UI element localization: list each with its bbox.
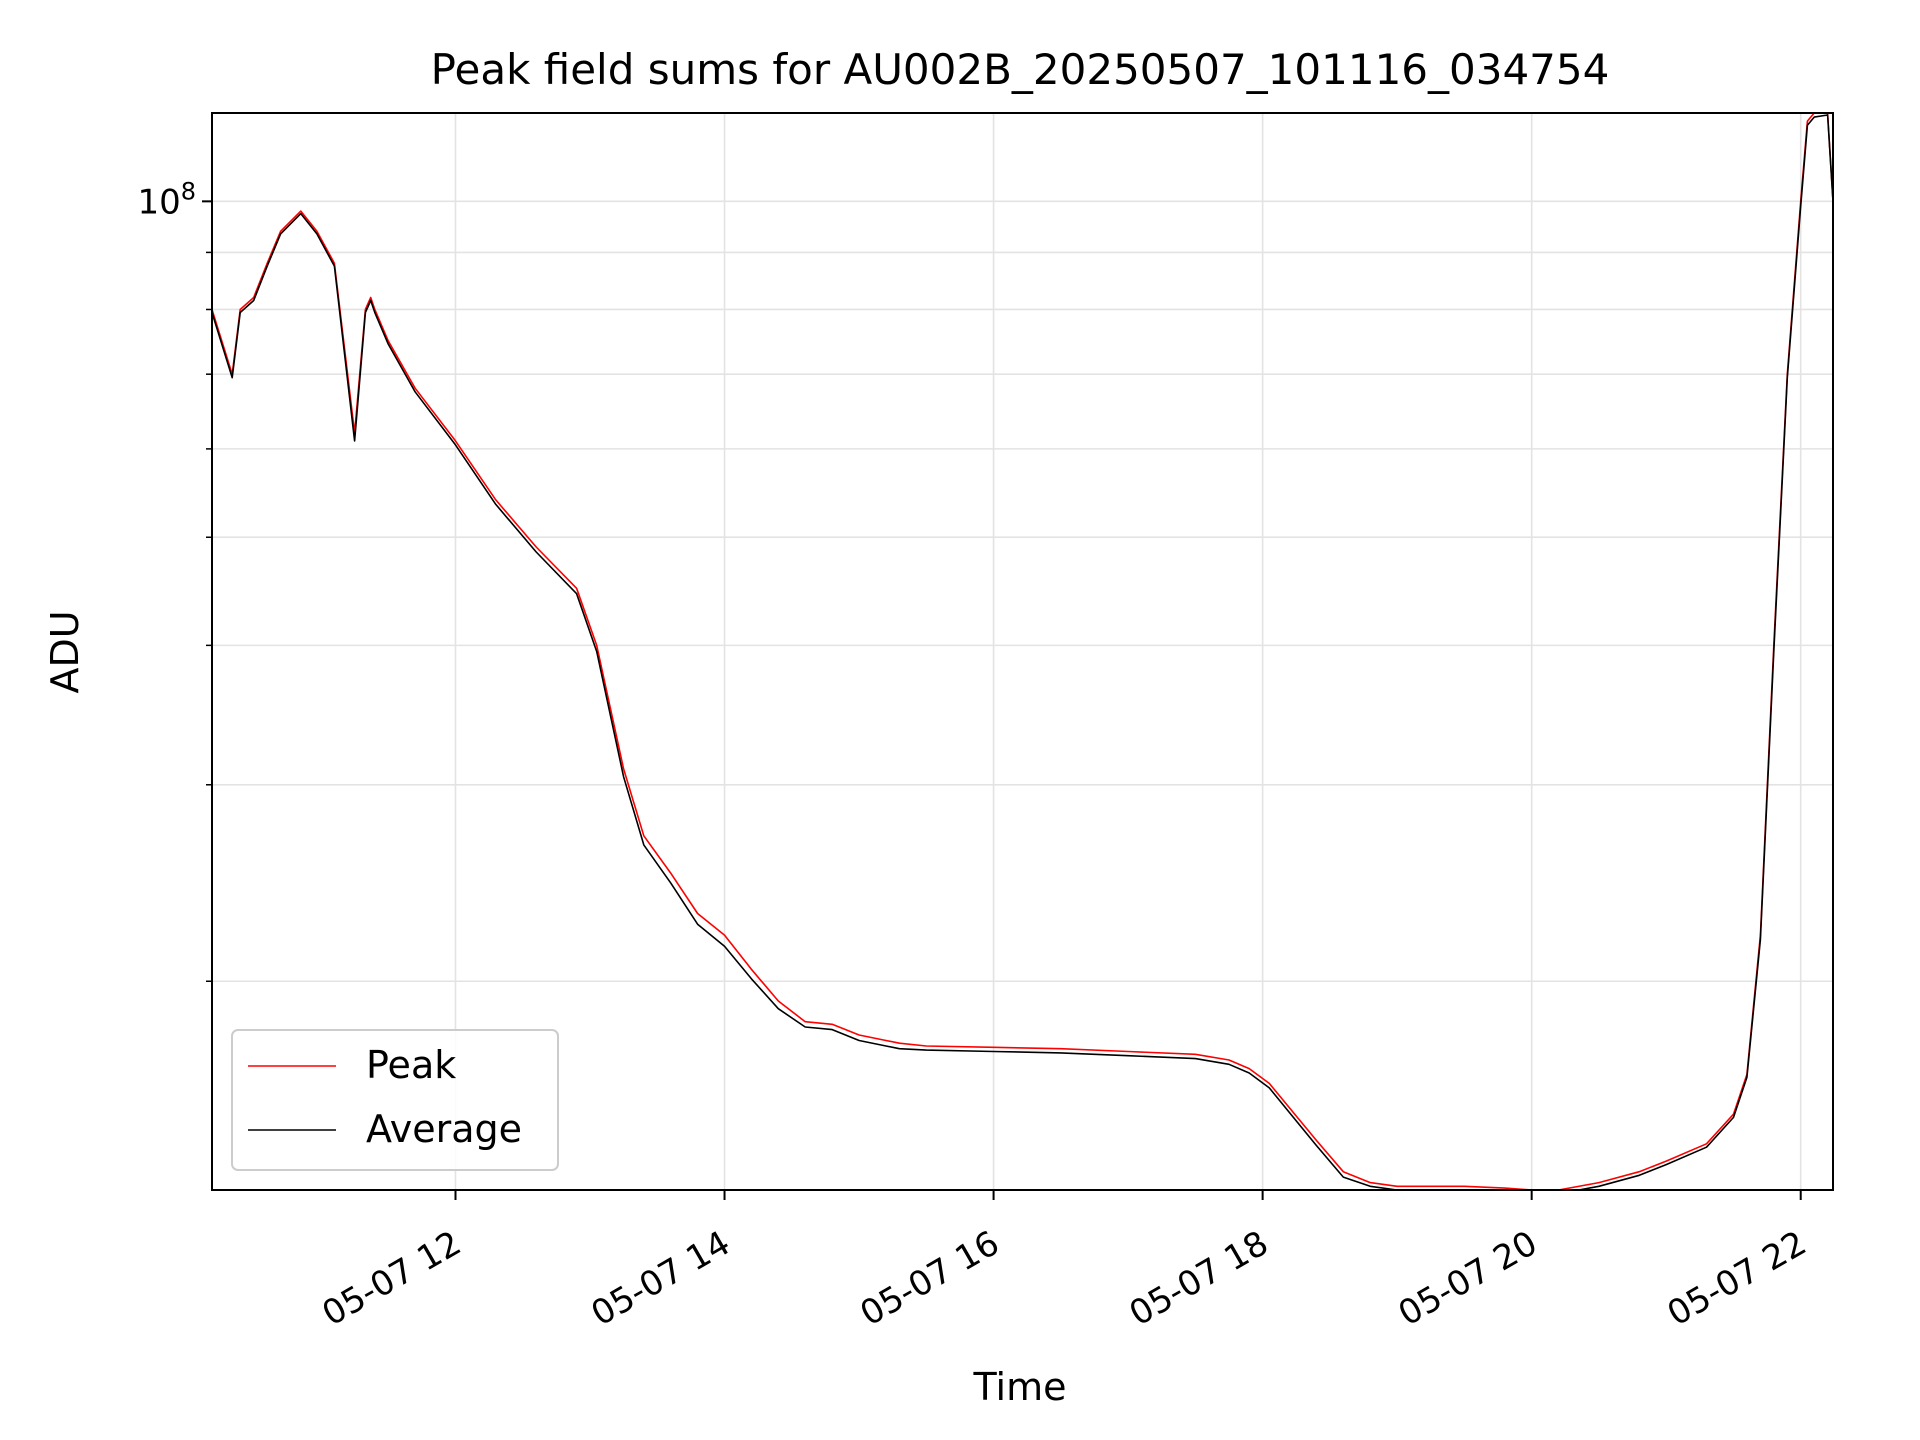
x-axis-label: Time bbox=[973, 1365, 1067, 1409]
legend: Peak Average bbox=[231, 1029, 559, 1171]
x-axis-ticks: 05-07 12 05-07 14 05-07 16 05-07 18 05-07 20… bbox=[316, 1190, 1813, 1334]
x-tick-label: 05-07 16 bbox=[854, 1223, 1006, 1334]
legend-box bbox=[231, 1029, 559, 1171]
x-tick-label: 05-07 14 bbox=[585, 1223, 737, 1334]
x-tick-label: 05-07 22 bbox=[1661, 1223, 1813, 1334]
x-tick-label: 05-07 12 bbox=[316, 1223, 468, 1334]
series-group bbox=[212, 113, 1833, 1190]
grid bbox=[212, 113, 1833, 1190]
legend-label-average: Average bbox=[366, 1107, 522, 1151]
series-line-average bbox=[212, 114, 1833, 1190]
y-tick-label: 108 bbox=[137, 177, 196, 222]
plot-frame bbox=[211, 112, 1834, 1191]
chart-title: Peak field sums for AU002B_20250507_1011… bbox=[431, 45, 1610, 94]
series-line-peak bbox=[212, 113, 1833, 1190]
x-tick-label: 05-07 20 bbox=[1392, 1223, 1544, 1334]
y-axis-ticks: 108 bbox=[137, 177, 212, 983]
legend-label-peak: Peak bbox=[366, 1043, 456, 1087]
y-axis-label: ADU bbox=[43, 610, 87, 693]
x-tick-label: 05-07 18 bbox=[1123, 1223, 1275, 1334]
